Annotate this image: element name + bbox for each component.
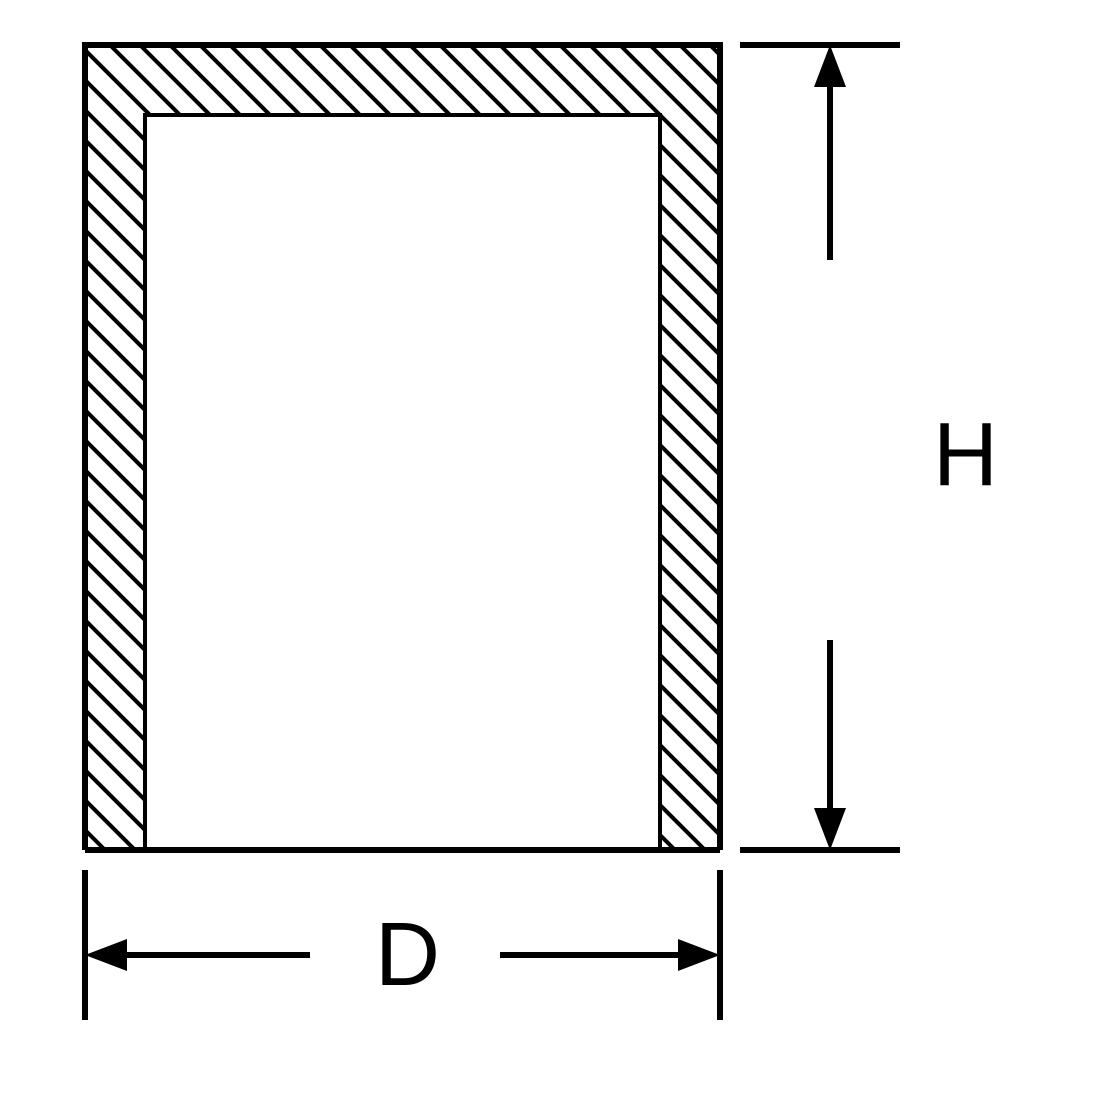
- label-height: H: [933, 405, 998, 505]
- inner-outline: [145, 115, 660, 850]
- label-width: D: [375, 905, 440, 1005]
- dimension-height: [740, 45, 900, 850]
- outer-outline: [85, 45, 720, 850]
- section-diagram: H D: [0, 0, 1100, 1100]
